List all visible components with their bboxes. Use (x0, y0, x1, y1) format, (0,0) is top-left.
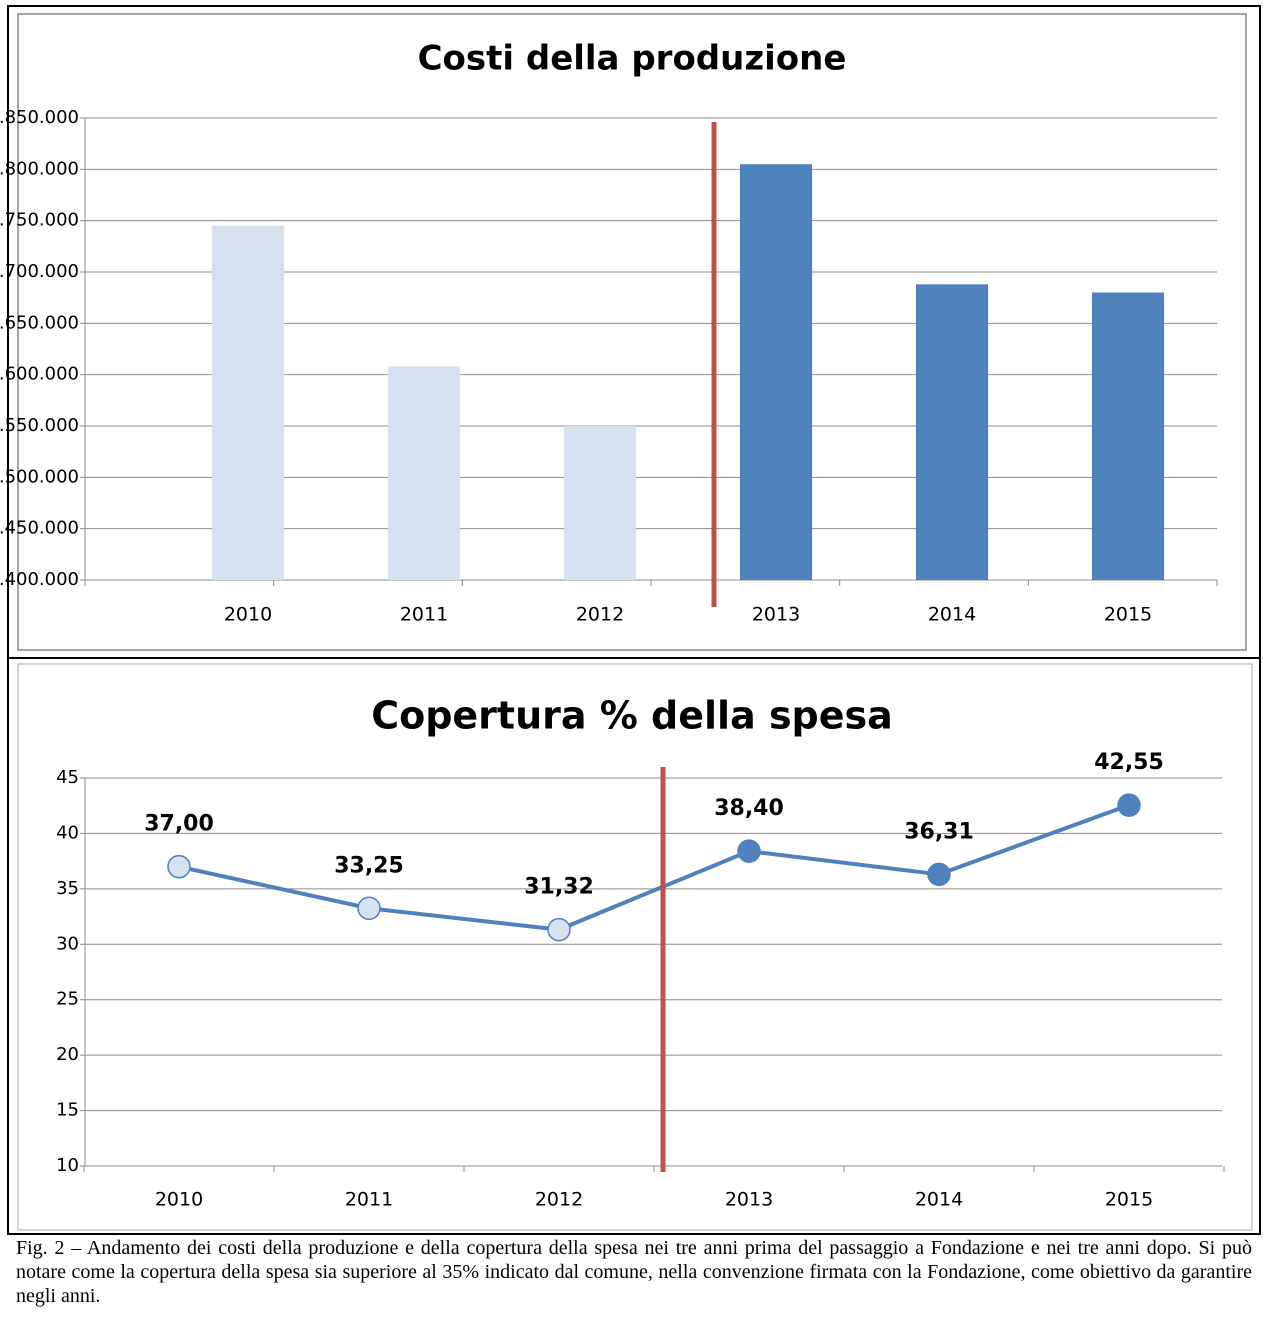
data-point (357, 896, 381, 921)
y-tick-label: 10 (56, 1155, 79, 1176)
figure: Costi della produzione Copertura % della… (0, 5, 1261, 1235)
frame (7, 5, 1261, 1235)
y-tick-label: 1.450.000 (0, 518, 79, 539)
y-tick-label: 1.850.000 (0, 107, 79, 128)
data-label: 36,31 (904, 819, 974, 844)
y-tick-label: 1.750.000 (0, 210, 79, 231)
data-point (1117, 793, 1141, 817)
x-tick-label: 2013 (725, 1189, 773, 1211)
chart-border (17, 663, 1253, 1231)
y-tick-label: 20 (56, 1044, 79, 1065)
chart-line: 10 15 20 25 30 35 40 45 2010 2011 2012 2013 2014 2015… (56, 750, 1225, 1211)
x-tick-label: 2015 (1104, 604, 1152, 626)
data-point (927, 862, 951, 887)
x-tick-label: 2013 (752, 604, 800, 626)
bar (563, 426, 637, 580)
x-tick-label: 2012 (535, 1189, 583, 1211)
y-tick-label: 1.550.000 (0, 415, 79, 436)
y-tick-label: 1.500.000 (0, 466, 79, 487)
bar (1091, 292, 1165, 580)
chart-title: Costi della produzione (418, 39, 847, 79)
chart-border (17, 13, 1247, 651)
x-tick-label: 2011 (400, 604, 448, 626)
bar (211, 225, 285, 581)
y-tick-label: 30 (56, 933, 79, 954)
y-tick-label: 1.800.000 (0, 158, 79, 179)
data-line (178, 803, 1130, 932)
bar (387, 366, 461, 580)
x-tick-label: 2014 (928, 604, 976, 626)
data-label: 31,32 (524, 875, 594, 900)
x-tick-label: 2012 (576, 604, 624, 626)
chart-title: Copertura % della spesa (371, 694, 893, 738)
data-label: 42,55 (1094, 750, 1164, 775)
x-tick-label: 2011 (345, 1189, 393, 1211)
data-label: 37,00 (144, 812, 214, 837)
data-label: 33,25 (334, 853, 404, 878)
y-tick-label: 1.700.000 (0, 261, 79, 282)
bar (915, 284, 989, 580)
y-tick-label: 1.650.000 (0, 312, 79, 333)
data-point (737, 839, 761, 863)
data-point (547, 917, 571, 942)
data-label: 38,40 (714, 796, 784, 821)
y-tick-label: 45 (56, 767, 79, 788)
x-tick-label: 2014 (915, 1189, 963, 1211)
y-tick-label: 15 (56, 1100, 79, 1121)
bar (739, 164, 813, 580)
y-tick-label: 40 (56, 822, 79, 843)
caption: Fig. 2 – Andamento dei costi della produ… (16, 1237, 1252, 1307)
y-tick-label: 35 (56, 878, 79, 899)
x-tick-label: 2010 (224, 604, 272, 626)
y-tick-label: 1.600.000 (0, 364, 79, 385)
x-tick-label: 2015 (1105, 1189, 1153, 1211)
y-tick-label: 1.400.000 (0, 569, 79, 590)
chart-bars: 1.400.000 1.450.000 1.500.000 1.550.000 1.60… (0, 107, 1218, 626)
x-tick-label: 2010 (155, 1189, 203, 1211)
data-point (167, 854, 191, 879)
y-tick-label: 25 (56, 989, 79, 1010)
